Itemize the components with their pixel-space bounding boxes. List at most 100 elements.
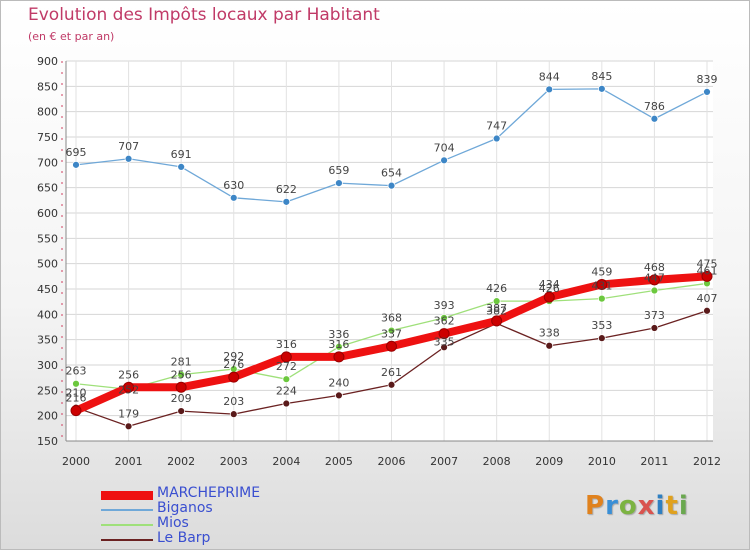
data-point: [387, 326, 396, 335]
data-label: 382: [486, 304, 507, 317]
data-point: [72, 160, 80, 169]
data-point: [703, 306, 711, 315]
data-point: [335, 179, 343, 188]
data-label: 353: [591, 319, 612, 332]
y-tick-label: 350: [37, 334, 58, 347]
data-point: [491, 315, 503, 327]
x-tick-label: 2005: [325, 455, 353, 468]
series-biganos: [72, 84, 711, 206]
data-point: [703, 88, 711, 96]
data-point: [280, 351, 292, 363]
data-label: 292: [223, 350, 244, 363]
chart-title: Evolution des Impôts locaux par Habitant: [28, 5, 380, 25]
legend-swatch: [101, 539, 153, 541]
data-label: 654: [381, 167, 402, 180]
data-label: 203: [223, 395, 244, 408]
data-label: 844: [539, 70, 560, 83]
data-label: 468: [644, 261, 665, 274]
data-label: 256: [118, 368, 139, 381]
x-tick-label: 2009: [535, 455, 563, 468]
data-point: [440, 156, 448, 165]
y-tick-label: 450: [37, 283, 58, 296]
x-tick-label: 2001: [115, 455, 143, 468]
data-point: [70, 405, 82, 417]
data-label: 210: [66, 387, 87, 400]
legend-label: Biganos: [157, 500, 213, 516]
data-label: 252: [118, 383, 139, 396]
data-label: 839: [697, 73, 718, 86]
data-point: [650, 286, 659, 295]
data-point: [648, 274, 660, 286]
legend-label: Le Barp: [157, 530, 211, 546]
plot-area: [66, 61, 713, 441]
data-label: 335: [434, 335, 455, 348]
data-label: 459: [591, 265, 612, 278]
data-label: 240: [328, 376, 349, 389]
data-label: 316: [328, 338, 349, 351]
data-point: [177, 370, 186, 379]
data-point: [492, 134, 501, 143]
data-label: 622: [276, 183, 297, 196]
legend-swatch: [101, 524, 153, 526]
x-tick-label: 2010: [588, 455, 616, 468]
data-label: 704: [434, 141, 455, 154]
legend-item-le-barp: Le Barp: [101, 530, 341, 547]
data-point: [545, 85, 554, 94]
data-label: 272: [276, 360, 297, 373]
data-label: 786: [644, 100, 665, 113]
data-label: 747: [486, 120, 507, 133]
data-label: 426: [539, 282, 560, 295]
data-label: 659: [328, 164, 349, 177]
legend-item-marcheprime: MARCHEPRIME: [101, 485, 341, 502]
data-label: 431: [591, 280, 612, 293]
data-point: [229, 193, 238, 202]
x-tick-label: 2003: [220, 455, 248, 468]
x-tick-label: 2011: [640, 455, 668, 468]
data-label: 362: [434, 315, 455, 328]
y-tick-label: 400: [37, 308, 58, 321]
data-label: 276: [223, 358, 244, 371]
data-label: 630: [223, 179, 244, 192]
data-point: [124, 422, 133, 431]
data-label: 337: [381, 327, 402, 340]
data-point: [282, 375, 291, 384]
legend-item-biganos: Biganos: [101, 500, 341, 517]
data-point: [440, 313, 448, 322]
data-label: 387: [486, 302, 507, 315]
data-label: 216: [66, 392, 87, 405]
data-point: [123, 381, 135, 393]
data-label: 281: [171, 356, 192, 369]
data-label: 263: [66, 365, 87, 378]
x-tick-label: 2012: [693, 455, 721, 468]
data-point: [545, 341, 554, 350]
data-label: 461: [697, 264, 718, 277]
data-label: 373: [644, 309, 665, 322]
data-point: [597, 84, 606, 93]
series-marcheprime: [70, 270, 713, 417]
x-tick-label: 2008: [483, 455, 511, 468]
data-label: 368: [381, 312, 402, 325]
y-tick-label: 250: [37, 384, 58, 397]
data-label: 393: [434, 299, 455, 312]
data-point: [229, 410, 238, 419]
y-tick-label: 150: [37, 435, 58, 448]
data-point: [335, 342, 343, 351]
y-tick-label: 900: [37, 55, 58, 68]
data-point: [387, 181, 396, 190]
data-point: [597, 334, 606, 343]
data-label: 336: [328, 328, 349, 341]
y-tick-label: 700: [37, 156, 58, 169]
data-point: [492, 297, 501, 306]
data-point: [596, 278, 608, 290]
y-tick-label: 550: [37, 232, 58, 245]
data-label: 261: [381, 366, 402, 379]
data-label: 407: [697, 292, 718, 305]
data-point: [701, 270, 713, 282]
data-point: [177, 407, 186, 416]
x-tick-label: 2000: [62, 455, 90, 468]
y-tick-label: 300: [37, 359, 58, 372]
data-point: [386, 340, 397, 352]
data-label: 691: [171, 148, 192, 161]
